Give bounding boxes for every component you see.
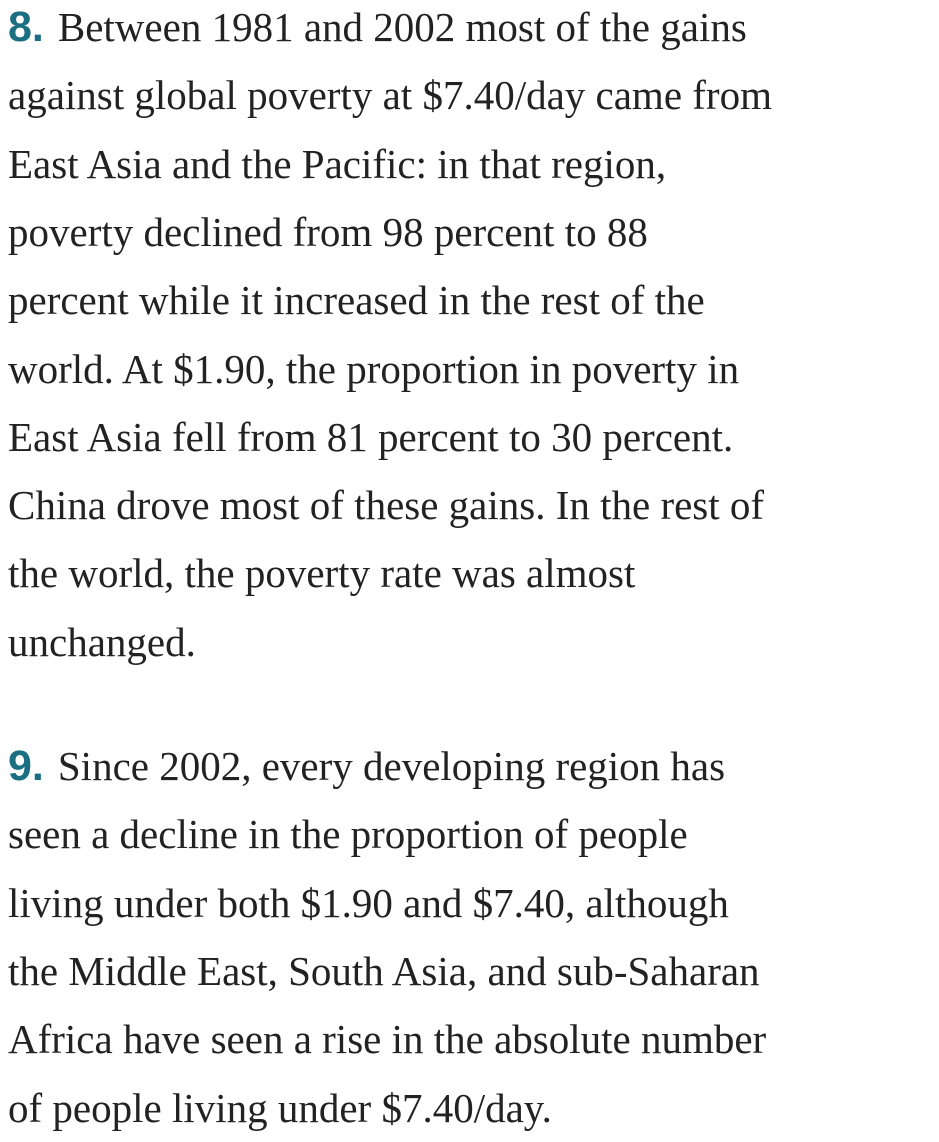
- line-text: Africa have seen a rise in the absolute …: [8, 1016, 767, 1063]
- line-text: against global poverty at $7.40/day came…: [8, 72, 772, 119]
- text-line: poverty declined from 98 percent to 88: [8, 198, 648, 266]
- line-text: East Asia fell from 81 percent to 30 per…: [8, 413, 734, 460]
- line-text: living under both $1.90 and $7.40, altho…: [8, 879, 729, 926]
- text-line: the world, the poverty rate was almost: [8, 539, 635, 607]
- line-text: of people living under $7.40/day.: [8, 1084, 552, 1131]
- text-line: against global poverty at $7.40/day came…: [8, 61, 772, 129]
- text-line: living under both $1.90 and $7.40, altho…: [8, 869, 729, 937]
- line-text: the Middle East, South Asia, and sub-Sah…: [8, 947, 760, 994]
- text-line: Africa have seen a rise in the absolute …: [8, 1005, 766, 1073]
- text-line: 8. Between 1981 and 2002 most of the gain…: [8, 0, 747, 61]
- text-line: 9. Since 2002, every developing region ha…: [8, 732, 725, 800]
- item-number: 8.: [8, 3, 44, 51]
- text-line: unchanged.: [8, 608, 196, 676]
- text-line: world. At $1.90, the proportion in pover…: [8, 335, 739, 403]
- line-text: China drove most of these gains. In the …: [8, 482, 765, 529]
- text-line: East Asia and the Pacific: in that regio…: [8, 130, 666, 198]
- line-text: percent while it increased in the rest o…: [8, 277, 705, 324]
- line-text: seen a decline in the proportion of peop…: [8, 811, 688, 858]
- text-line: seen a decline in the proportion of peop…: [8, 800, 688, 868]
- line-text: East Asia and the Pacific: in that regio…: [8, 140, 667, 187]
- line-text: Since 2002, every developing region has: [57, 743, 726, 789]
- text-line: percent while it increased in the rest o…: [8, 266, 705, 334]
- text-line: the Middle East, South Asia, and sub-Sah…: [8, 937, 760, 1005]
- line-text: poverty declined from 98 percent to 88: [8, 208, 648, 255]
- item-number: 9.: [8, 742, 44, 790]
- line-text: the world, the poverty rate was almost: [8, 550, 636, 597]
- text-line: East Asia fell from 81 percent to 30 per…: [8, 403, 733, 471]
- line-text: Between 1981 and 2002 most of the gains: [57, 4, 747, 50]
- text-line: of people living under $7.40/day.: [8, 1074, 552, 1142]
- line-text: world. At $1.90, the proportion in pover…: [8, 345, 740, 392]
- text-line: China drove most of these gains. In the …: [8, 471, 764, 539]
- line-text: unchanged.: [8, 618, 196, 665]
